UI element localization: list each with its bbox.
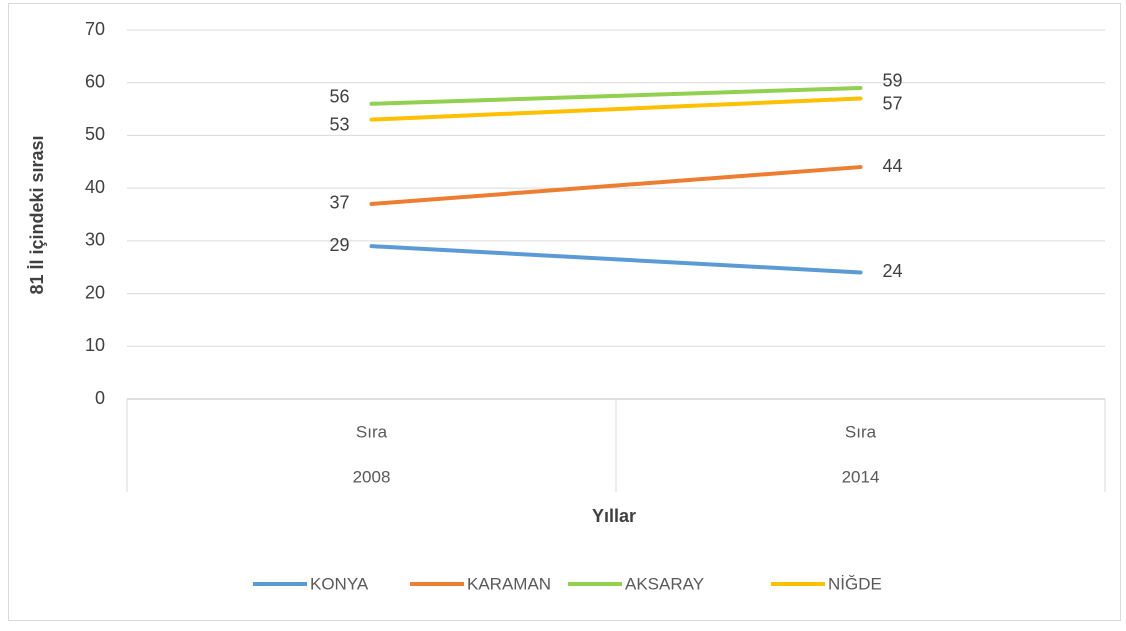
legend-label: KARAMAN [467,574,551,593]
series-line [369,96,863,122]
series-line [369,85,863,106]
x-tick-label: Sıra [356,422,388,441]
data-label: 56 [329,87,349,107]
y-tick-label: 10 [85,335,105,355]
data-label: 59 [883,71,903,91]
y-tick-label: 20 [85,282,105,302]
x-axis-label: Yıllar [592,506,636,526]
y-tick-label: 40 [85,177,105,197]
data-label: 57 [883,93,903,113]
data-label: 53 [329,114,349,134]
x-tick-label: Sıra [845,422,877,441]
legend-label: AKSARAY [625,574,704,593]
chart-border [8,3,1121,621]
y-tick-label: 70 [85,19,105,39]
y-tick-label: 30 [85,230,105,250]
y-tick-label: 60 [85,71,105,91]
series-line [369,244,863,275]
series-line [369,165,863,206]
data-label: 37 [329,193,349,213]
legend-label: NİĞDE [828,574,882,593]
y-tick-label: 0 [95,388,105,408]
x-group-label: 2008 [353,467,391,486]
x-group-label: 2014 [842,467,880,486]
legend-label: KONYA [310,574,369,593]
data-label: 44 [883,156,903,176]
y-axis-label: 81 İl içindeki sırası [27,135,47,294]
data-label: 24 [883,261,903,281]
y-tick-label: 50 [85,124,105,144]
data-label: 29 [329,235,349,255]
